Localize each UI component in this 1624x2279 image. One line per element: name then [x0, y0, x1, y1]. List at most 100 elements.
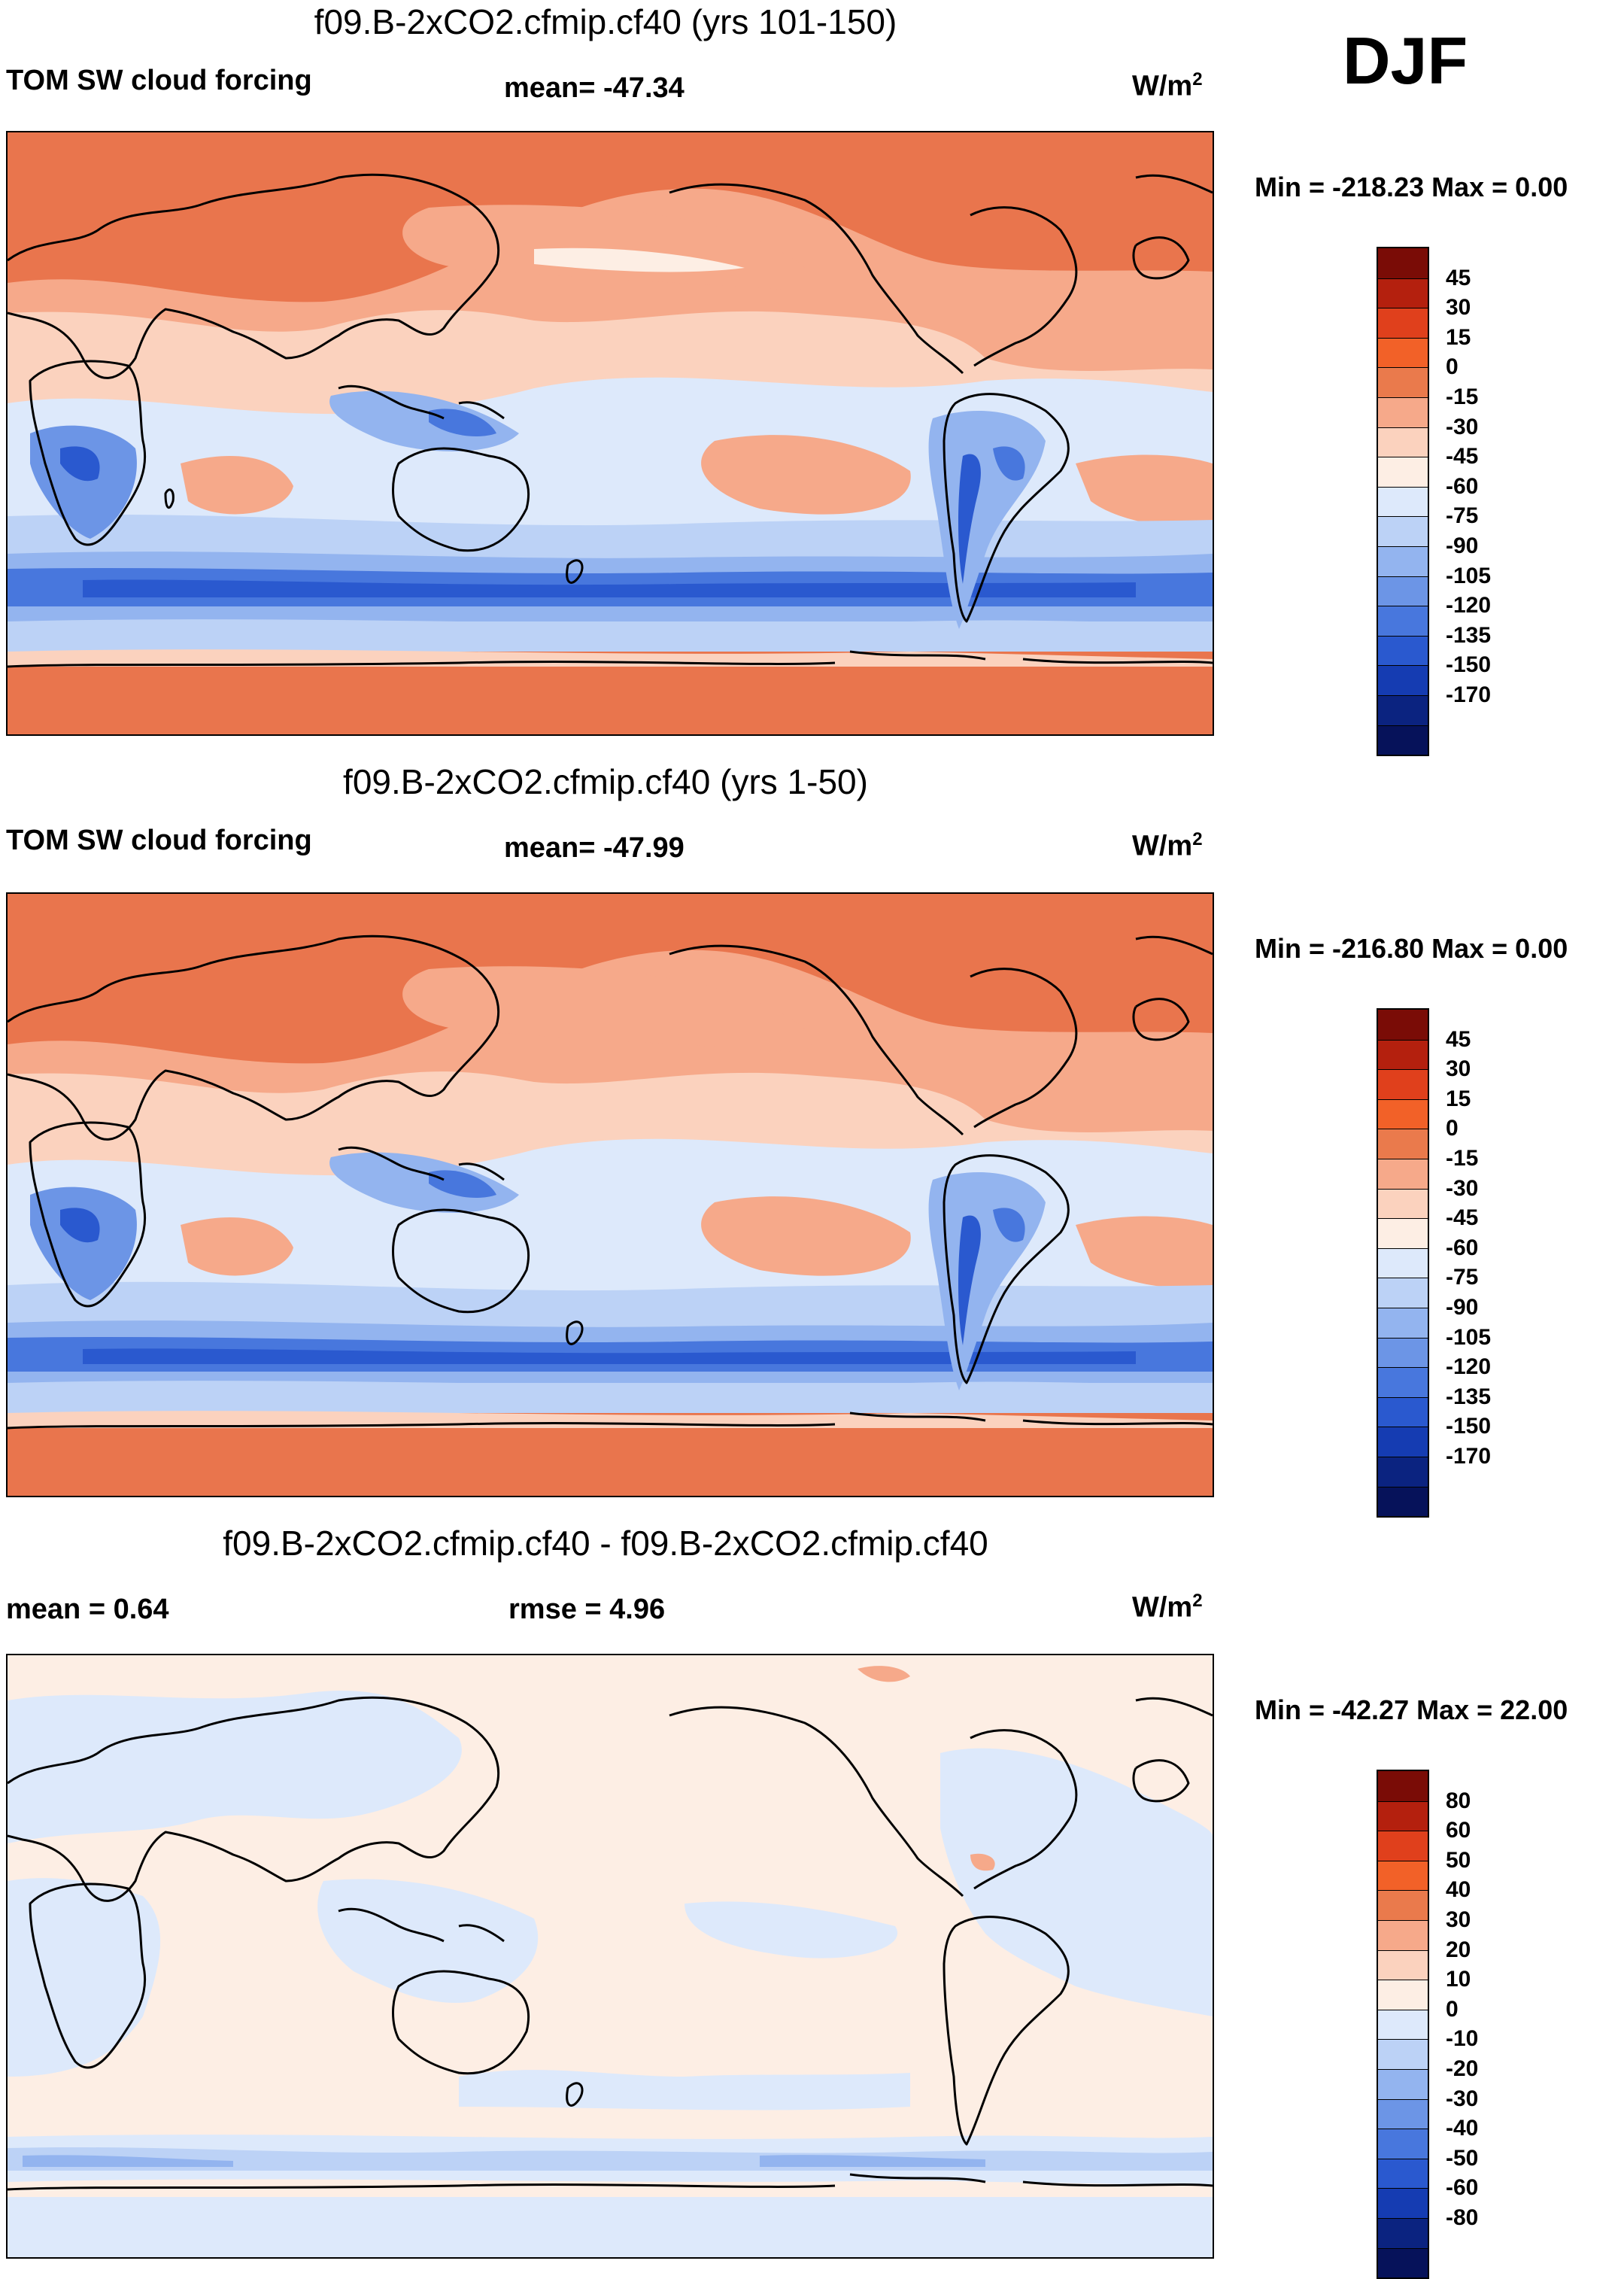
colorbar-tick-label: -20 — [1446, 2056, 1479, 2081]
colorbar-tick-label: -60 — [1446, 2175, 1479, 2201]
colorbar-tick-label: -170 — [1446, 1444, 1492, 1469]
min-max-label: Min = -218.23 Max = 0.00 — [1255, 172, 1568, 202]
panel-title: f09.B-2xCO2.cfmip.cf40 - f09.B-2xCO2.cfm… — [223, 1524, 988, 1563]
colorbar-tick-label: 80 — [1446, 1788, 1471, 1813]
colorbar-tick-label: -105 — [1446, 563, 1492, 588]
colorbar-tick-label: -75 — [1446, 1265, 1479, 1290]
colorbar-tick-label: -15 — [1446, 384, 1479, 409]
colorbar-swatch — [1378, 248, 1428, 278]
world-map — [6, 131, 1214, 736]
variable-label: TOM SW cloud forcing — [6, 825, 312, 856]
world-map — [6, 892, 1214, 1497]
panel-title: f09.B-2xCO2.cfmip.cf40 (yrs 1-50) — [343, 762, 868, 801]
colorbar-tick-label: -150 — [1446, 1414, 1492, 1439]
colorbar-swatch — [1378, 694, 1428, 725]
variable-label: TOM SW cloud forcing — [6, 65, 312, 96]
colorbar-swatch — [1378, 2098, 1428, 2129]
colorbar-swatch — [1378, 2158, 1428, 2189]
colorbar-tick-label: 50 — [1446, 1847, 1471, 1873]
colorbar-tick-label: -50 — [1446, 2145, 1479, 2171]
colorbar-swatch — [1378, 1396, 1428, 1427]
colorbar-swatch — [1378, 457, 1428, 487]
colorbar-swatch — [1378, 1188, 1428, 1219]
contour-fields — [8, 950, 1213, 1496]
units-label: W/m2 — [1132, 1591, 1203, 1624]
colorbar-tick-label: 15 — [1446, 324, 1471, 350]
mean-label: mean= -47.99 — [504, 832, 685, 864]
colorbar-swatch — [1378, 516, 1428, 546]
colorbar-swatch — [1378, 486, 1428, 517]
min-max-label: Min = -42.27 Max = 22.00 — [1255, 1694, 1568, 1725]
colorbar-tick-label: -45 — [1446, 1205, 1479, 1231]
colorbar-swatch — [1378, 725, 1428, 755]
colorbar-swatch — [1378, 1098, 1428, 1129]
colorbar-swatch — [1378, 1069, 1428, 1099]
colorbar-tick-label: -60 — [1446, 473, 1479, 499]
colorbar-tick-label: 30 — [1446, 1907, 1471, 1932]
colorbar-swatch — [1378, 1367, 1428, 1397]
colorbar-swatch — [1378, 1218, 1428, 1248]
colorbar-tick-label: -30 — [1446, 414, 1479, 439]
colorbar-tick-label: -120 — [1446, 593, 1492, 618]
colorbar-swatch — [1378, 1129, 1428, 1159]
colorbar-swatch — [1378, 278, 1428, 308]
season-label: DJF — [1343, 23, 1468, 98]
colorbar-swatch — [1378, 1307, 1428, 1338]
colorbar-tick-label: 30 — [1446, 295, 1471, 321]
colorbar-tick-label: -60 — [1446, 1235, 1479, 1260]
units-label: W/m2 — [1132, 829, 1203, 862]
colorbar-tick-label: 15 — [1446, 1086, 1471, 1111]
colorbar-swatch — [1378, 1039, 1428, 1070]
colorbar-swatch — [1378, 1800, 1428, 1831]
colorbar-tick-label: -135 — [1446, 622, 1492, 648]
contour-fields — [8, 1666, 1213, 2257]
colorbar-tick-label: 45 — [1446, 1026, 1471, 1052]
colorbar-tick-label: -30 — [1446, 2086, 1479, 2111]
colorbar-swatch — [1378, 665, 1428, 695]
colorbar-swatch — [1378, 337, 1428, 368]
colorbar — [1377, 1008, 1429, 1518]
colorbar-swatch — [1378, 1919, 1428, 1950]
mean-label: mean= -47.34 — [504, 72, 685, 104]
colorbar-tick-label: -75 — [1446, 503, 1479, 529]
colorbar-tick-label: -135 — [1446, 1384, 1492, 1409]
colorbar-tick-label: -30 — [1446, 1175, 1479, 1201]
colorbar-swatch — [1378, 2129, 1428, 2159]
colorbar-tick-label: -90 — [1446, 1295, 1479, 1320]
colorbar-swatch — [1378, 308, 1428, 338]
colorbar-swatch — [1378, 1771, 1428, 1801]
colorbar-tick-label: -90 — [1446, 533, 1479, 558]
min-max-label: Min = -216.80 Max = 0.00 — [1255, 933, 1568, 964]
colorbar-swatch — [1378, 1247, 1428, 1278]
colorbar-swatch — [1378, 1860, 1428, 1891]
colorbar-tick-label: 10 — [1446, 1967, 1471, 1992]
colorbar-swatch — [1378, 2247, 1428, 2278]
colorbar-swatch — [1378, 576, 1428, 606]
colorbar-tick-label: -80 — [1446, 2205, 1479, 2230]
colorbar — [1377, 247, 1429, 757]
colorbar-tick-label: -105 — [1446, 1324, 1492, 1350]
colorbar-swatch — [1378, 606, 1428, 636]
colorbar-tick-label: 45 — [1446, 265, 1471, 290]
colorbar-tick-label: 40 — [1446, 1877, 1471, 1903]
colorbar-tick-label: -120 — [1446, 1354, 1492, 1380]
colorbar-swatch — [1378, 2188, 1428, 2218]
rmse-label: rmse = 4.96 — [508, 1594, 666, 1625]
colorbar-swatch — [1378, 2039, 1428, 2069]
colorbar-tick-label: -150 — [1446, 652, 1492, 678]
colorbar-swatch — [1378, 1456, 1428, 1487]
colorbar-swatch — [1378, 1010, 1428, 1040]
colorbar-swatch — [1378, 397, 1428, 427]
coastlines — [8, 173, 1213, 668]
colorbar-tick-label: -45 — [1446, 444, 1479, 469]
colorbar-swatch — [1378, 1949, 1428, 1980]
colorbar — [1377, 1770, 1429, 2279]
colorbar-swatch — [1378, 1427, 1428, 1457]
colorbar-swatch — [1378, 545, 1428, 576]
colorbar-swatch — [1378, 2068, 1428, 2099]
colorbar-swatch — [1378, 635, 1428, 666]
units-label: W/m2 — [1132, 69, 1203, 102]
colorbar-swatch — [1378, 367, 1428, 397]
colorbar-swatch — [1378, 2217, 1428, 2248]
colorbar-tick-label: 0 — [1446, 1116, 1459, 1141]
